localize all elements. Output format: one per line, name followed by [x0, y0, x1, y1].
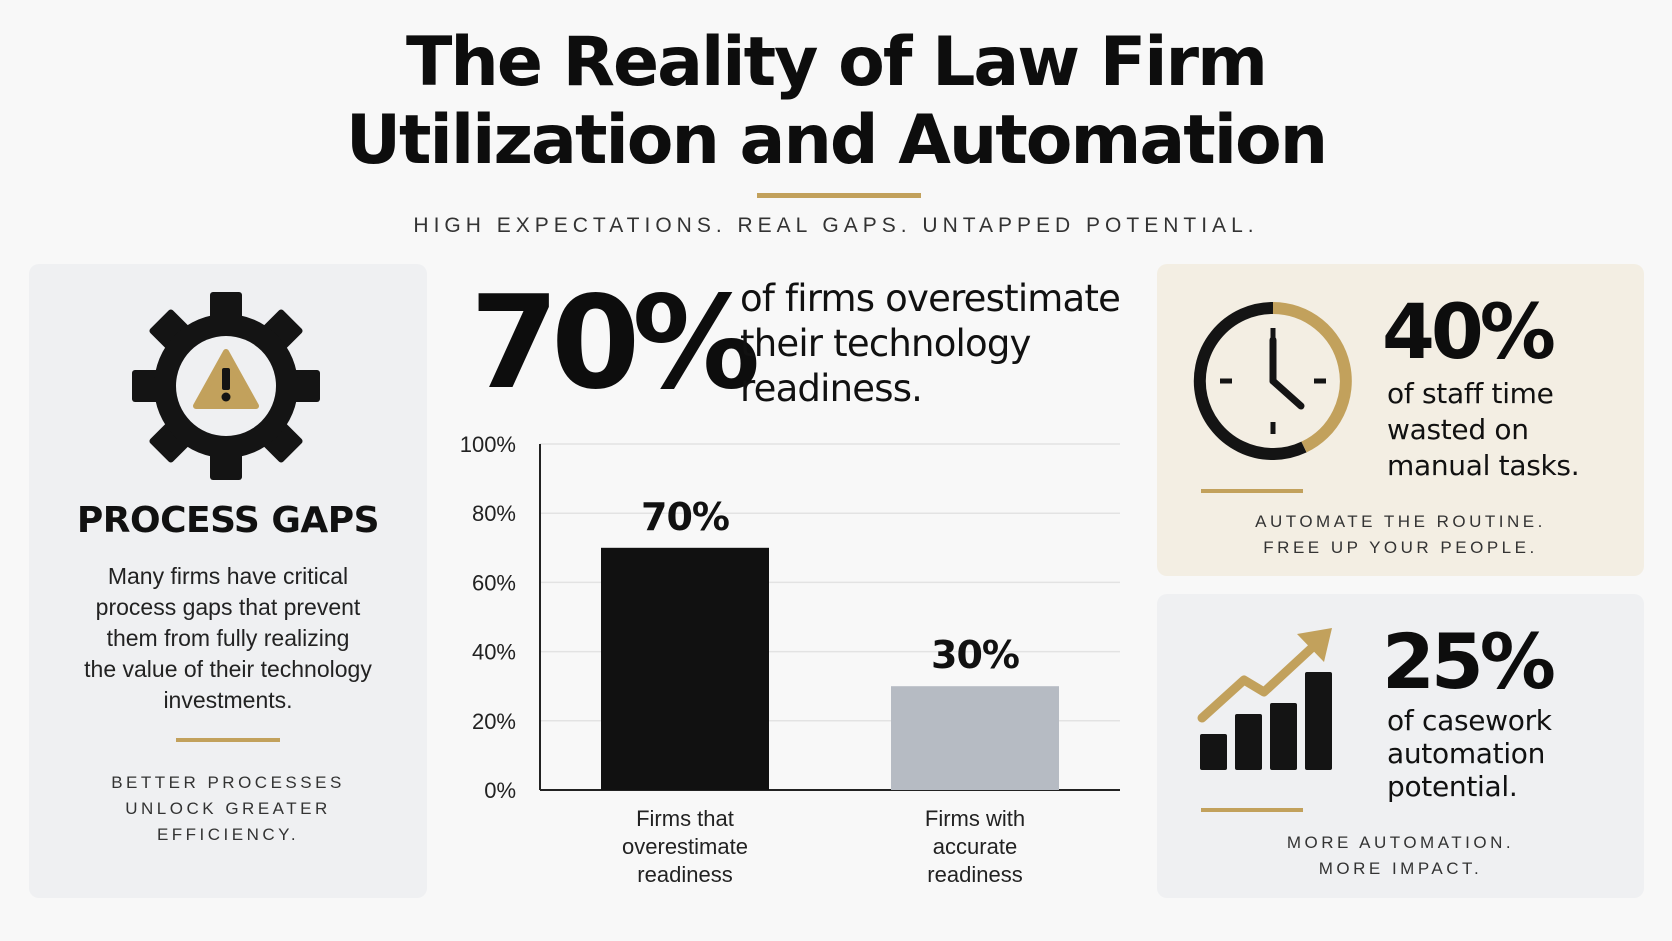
clock-icon	[1193, 301, 1352, 460]
process-gaps-divider	[176, 738, 280, 742]
y-tick-label: 60%	[472, 570, 516, 595]
y-tick-label: 40%	[472, 640, 516, 665]
y-tick-label: 20%	[472, 709, 516, 734]
description-line: them from fully realizing	[106, 625, 350, 651]
process-gaps-tagline: BETTER PROCESSES UNLOCK GREATER EFFICIEN…	[29, 770, 427, 848]
automation-divider	[1201, 808, 1303, 812]
tagline-line: MORE IMPACT.	[1318, 859, 1483, 878]
stat-line: potential.	[1387, 770, 1518, 803]
stat-line: of staff time	[1387, 377, 1554, 410]
automation-description: of casework automation potential.	[1387, 704, 1552, 803]
x-category-label: overestimate	[622, 834, 748, 859]
y-tick-label: 0%	[484, 778, 516, 803]
automation-stat: 25%	[1382, 617, 1556, 706]
tagline-line: AUTOMATE THE ROUTINE.	[1255, 512, 1546, 531]
tagline-line: UNLOCK GREATER	[125, 799, 331, 818]
x-category-label: Firms that	[636, 806, 734, 831]
description-line: process gaps that prevent	[95, 594, 361, 620]
process-gaps-heading: PROCESS GAPS	[76, 500, 380, 541]
y-tick-label: 80%	[472, 501, 516, 526]
staff-time-tagline: AUTOMATE THE ROUTINE. FREE UP YOUR PEOPL…	[1157, 509, 1644, 561]
x-category-label: accurate	[933, 834, 1017, 859]
description-line: the value of their technology	[84, 656, 372, 682]
x-category-label: Firms with	[925, 806, 1025, 831]
title-line-2: Utilization and Automation	[345, 101, 1328, 180]
stat-line: wasted on	[1387, 413, 1529, 446]
x-category-label: readiness	[637, 862, 732, 887]
x-category-label: readiness	[927, 862, 1022, 887]
readiness-bar-chart: 0% 20% 40% 60% 80% 100% 70% Firms that overestim…	[460, 432, 1120, 887]
staff-time-description: of staff time wasted on manual tasks.	[1387, 376, 1580, 484]
headline-stat: 70%	[470, 269, 760, 418]
statement-line: of firms overestimate	[740, 277, 1121, 320]
process-gaps-description: Many firms have critical process gaps th…	[60, 561, 396, 716]
title-line-1: The Reality of Law Firm	[406, 23, 1268, 102]
automation-tagline: MORE AUTOMATION. MORE IMPACT.	[1157, 830, 1644, 882]
stat-line: manual tasks.	[1387, 449, 1580, 482]
bar	[601, 547, 769, 790]
staff-time-divider	[1201, 489, 1303, 493]
title-divider	[757, 193, 921, 198]
bar-value-label: 30%	[931, 633, 1019, 677]
gear-warning-icon	[132, 292, 320, 480]
bar-value-label: 70%	[641, 495, 729, 539]
tagline-line: BETTER PROCESSES	[111, 773, 345, 792]
description-line: investments.	[163, 687, 293, 713]
stat-line: of casework	[1387, 704, 1552, 737]
tagline-line: FREE UP YOUR PEOPLE.	[1263, 538, 1538, 557]
staff-time-stat: 40%	[1382, 287, 1556, 376]
tagline-line: MORE AUTOMATION.	[1286, 833, 1515, 852]
description-line: Many firms have critical	[107, 563, 349, 589]
stat-line: automation	[1387, 737, 1546, 770]
statement-line: readiness.	[740, 367, 923, 410]
y-tick-label: 100%	[460, 432, 516, 457]
bar	[891, 686, 1059, 790]
page-subtitle: HIGH EXPECTATIONS. REAL GAPS. UNTAPPED P…	[413, 214, 1259, 237]
headline-statement: of firms overestimate their technology r…	[740, 276, 1140, 411]
page-title: The Reality of Law Firm Utilization and …	[0, 24, 1672, 180]
growth-chart-icon	[1197, 628, 1332, 770]
statement-line: their technology	[740, 322, 1031, 365]
tagline-line: EFFICIENCY.	[156, 825, 300, 844]
